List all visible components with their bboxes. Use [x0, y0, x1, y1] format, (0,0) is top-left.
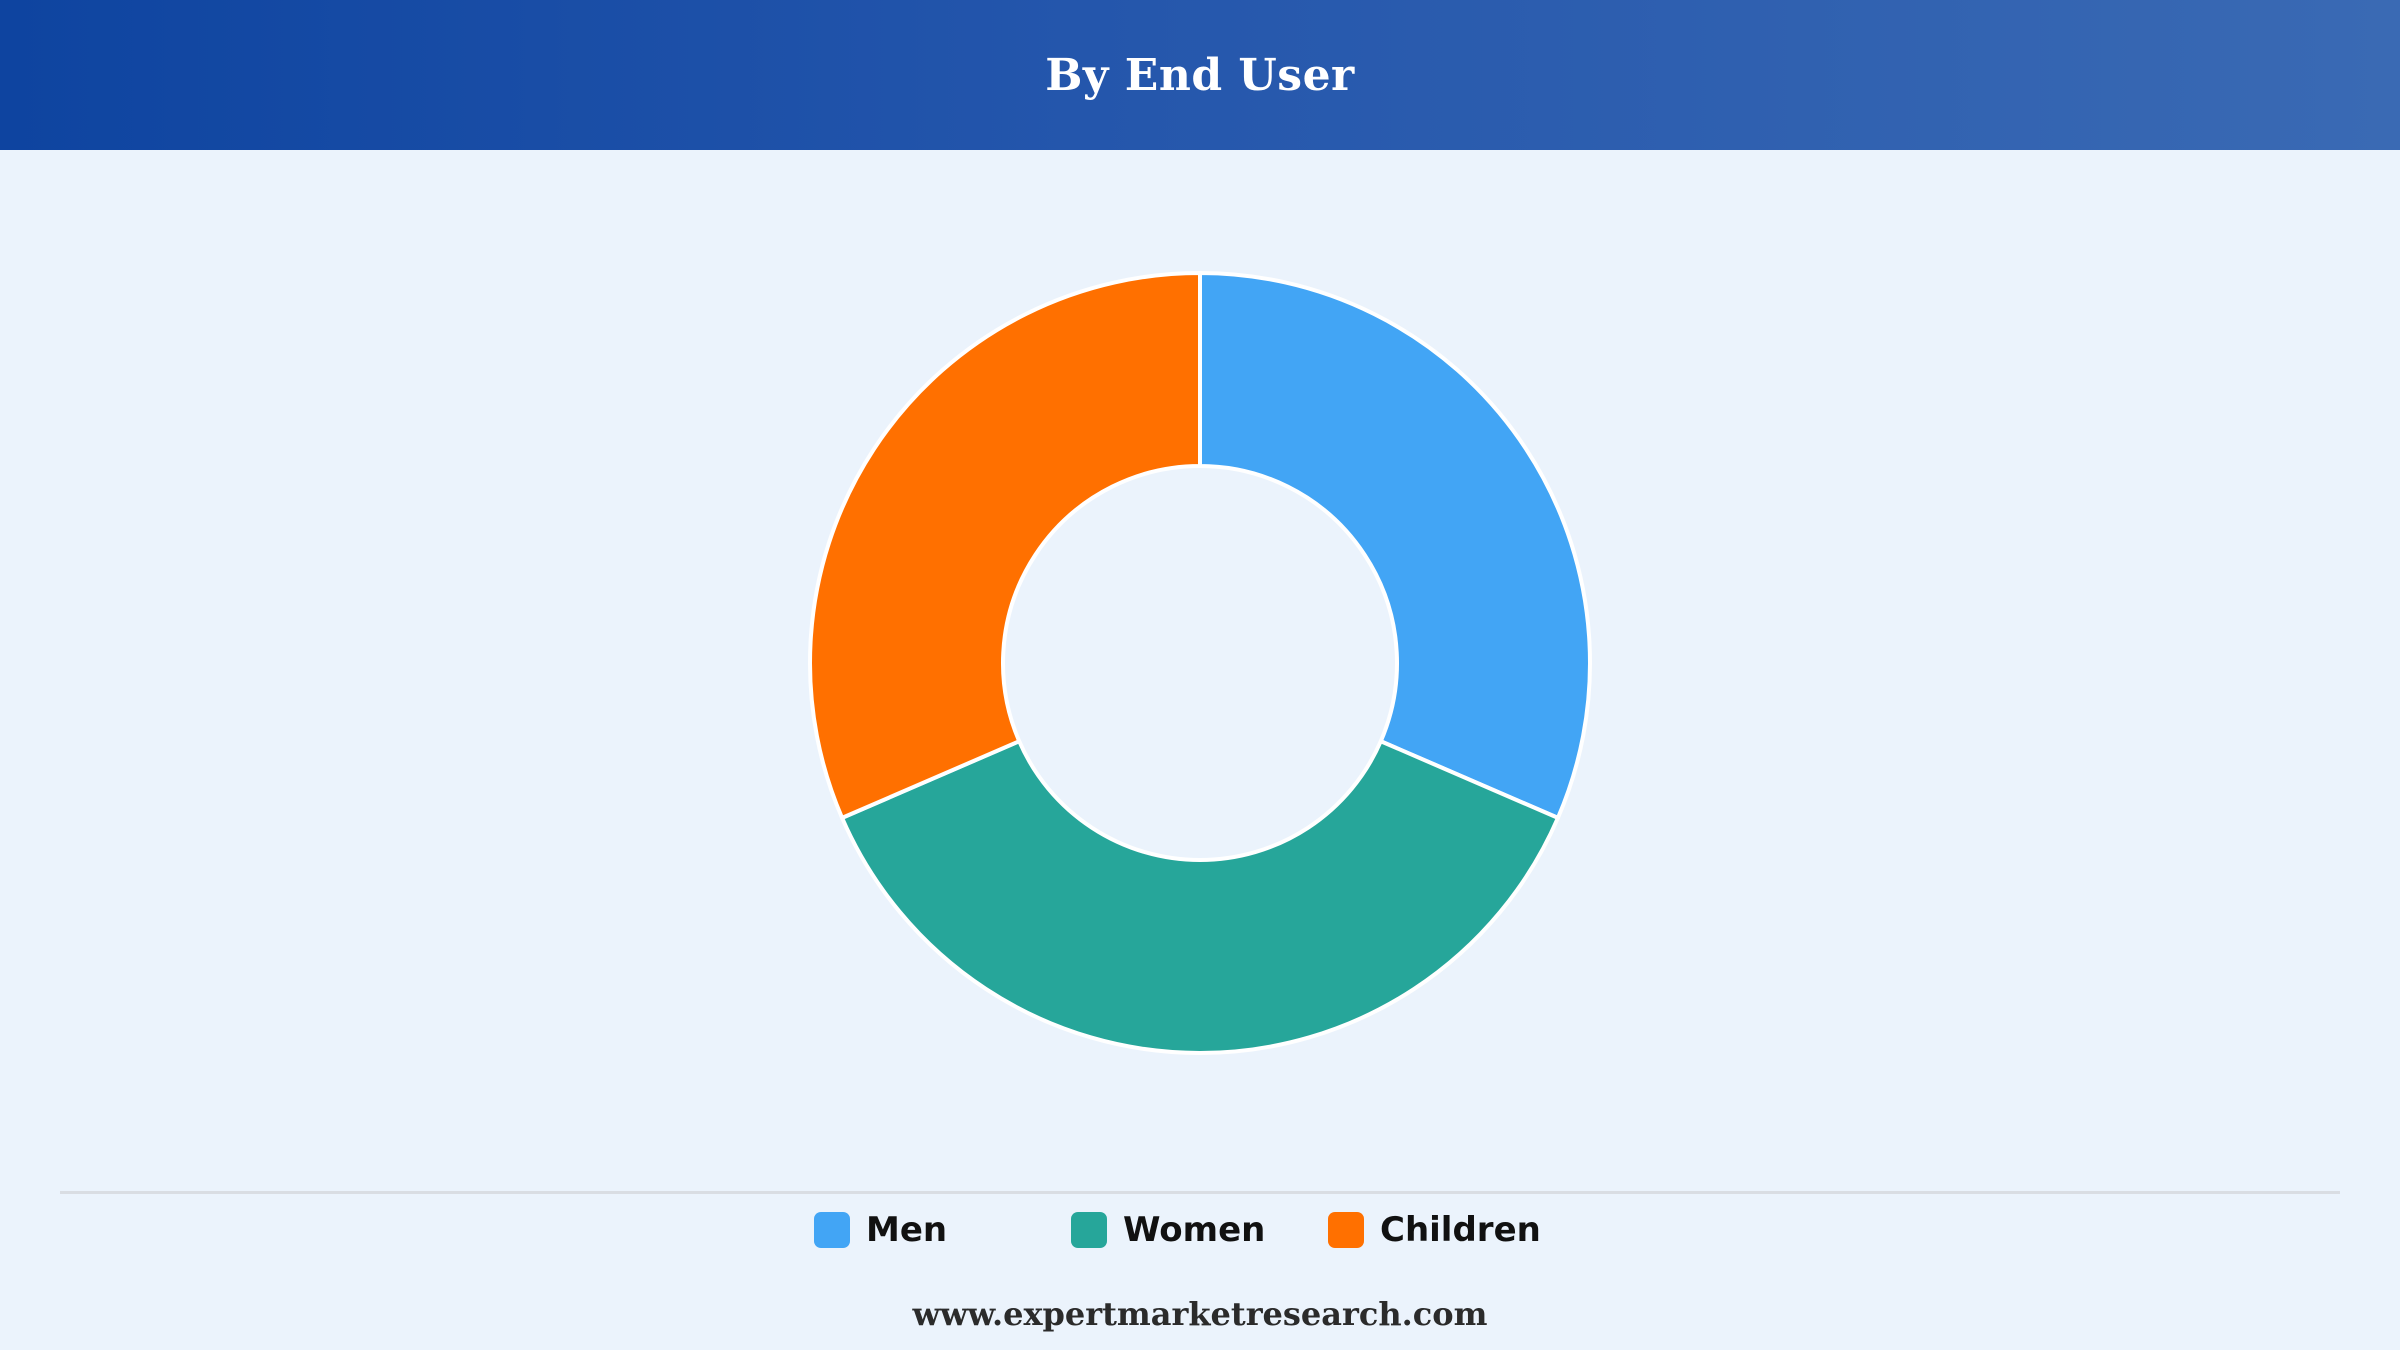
- donut-slice-women[interactable]: [840, 739, 1560, 1055]
- legend-divider: [60, 1191, 2340, 1194]
- donut-slice-children[interactable]: [808, 271, 1202, 820]
- source-footer: www.expertmarketresearch.com: [912, 1295, 1488, 1333]
- header-banner: By End User: [0, 0, 2400, 150]
- legend-item-children[interactable]: Children: [1328, 1210, 1541, 1250]
- legend-item-women[interactable]: Women: [1071, 1210, 1265, 1250]
- chart-title: By End User: [1045, 49, 1355, 101]
- legend-label-children: Children: [1380, 1210, 1541, 1250]
- legend: Men Women Children: [0, 1200, 2400, 1260]
- legend-label-women: Women: [1123, 1210, 1266, 1250]
- donut-slice-men[interactable]: [1198, 271, 1592, 820]
- legend-label-men: Men: [866, 1210, 948, 1250]
- legend-swatch-men: [814, 1212, 850, 1248]
- legend-swatch-children: [1328, 1212, 1364, 1248]
- legend-item-men[interactable]: Men: [814, 1210, 947, 1250]
- legend-swatch-women: [1071, 1212, 1107, 1248]
- donut-chart: [808, 271, 1592, 1055]
